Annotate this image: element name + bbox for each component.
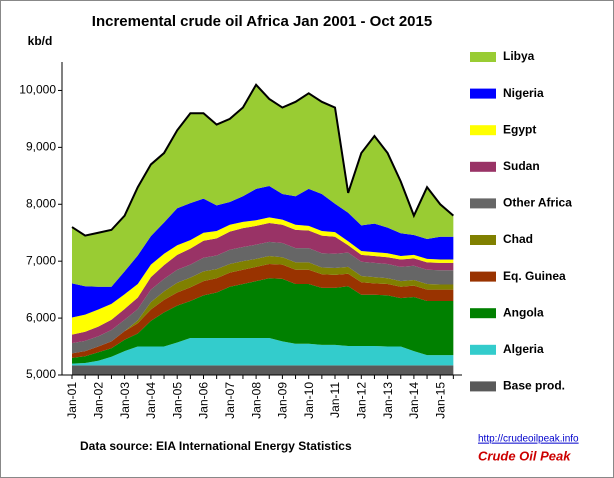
legend-swatch bbox=[470, 308, 496, 319]
legend-swatch bbox=[470, 198, 496, 209]
area bbox=[72, 217, 454, 335]
legend-swatch bbox=[470, 52, 496, 62]
legend-swatch bbox=[470, 235, 496, 245]
legend-swatch bbox=[470, 161, 496, 172]
x-tick-label: Jan-11 bbox=[328, 382, 342, 418]
x-tick-label: Jan-02 bbox=[91, 382, 105, 419]
y-axis-label: kb/d bbox=[28, 34, 53, 48]
area bbox=[72, 365, 454, 375]
area bbox=[72, 264, 454, 358]
legend-label: Algeria bbox=[503, 342, 544, 356]
source-note: Data source: EIA International Energy St… bbox=[80, 439, 352, 453]
x-tick-label: Jan-06 bbox=[197, 382, 211, 419]
legend-swatch bbox=[470, 125, 496, 136]
x-tick-label: Jan-13 bbox=[381, 382, 395, 419]
legend-swatch bbox=[470, 381, 496, 392]
x-tick-label: Jan-10 bbox=[302, 382, 316, 419]
y-tick-label: 6,000 bbox=[26, 310, 56, 324]
area bbox=[72, 223, 454, 344]
area bbox=[72, 338, 454, 366]
area bbox=[72, 278, 454, 364]
total-outline bbox=[71, 83, 455, 237]
source-url: http://crudeoilpeak.info bbox=[478, 434, 579, 445]
x-tick-label: Jan-14 bbox=[407, 382, 421, 419]
x-tick-label: Jan-01 bbox=[65, 382, 79, 419]
legend-label: Nigeria bbox=[503, 86, 544, 100]
x-tick-label: Jan-08 bbox=[249, 382, 263, 419]
legend-label: Other Africa bbox=[503, 196, 572, 210]
area bbox=[72, 241, 454, 354]
x-tick-label: Jan-15 bbox=[433, 382, 447, 419]
y-tick-label: 10,000 bbox=[19, 83, 56, 97]
brand: Crude Oil Peak bbox=[478, 448, 571, 463]
legend-swatch bbox=[470, 344, 496, 355]
x-tick-label: Jan-09 bbox=[276, 382, 290, 419]
x-tick-label: Jan-12 bbox=[354, 382, 368, 419]
legend-label: Libya bbox=[503, 49, 535, 63]
legend-label: Sudan bbox=[503, 159, 540, 173]
legend-label: Angola bbox=[503, 305, 544, 319]
legend-label: Chad bbox=[503, 232, 533, 246]
y-tick-label: 9,000 bbox=[26, 140, 56, 154]
legend-label: Base prod. bbox=[503, 379, 565, 393]
area bbox=[72, 186, 454, 318]
chart-title: Incremental crude oil Africa Jan 2001 - … bbox=[92, 13, 432, 30]
area bbox=[72, 84, 454, 287]
y-tick-label: 7,000 bbox=[26, 253, 56, 267]
legend-swatch bbox=[470, 271, 496, 282]
y-tick-label: 8,000 bbox=[26, 196, 56, 210]
legend-swatch bbox=[470, 88, 496, 99]
x-tick-label: Jan-07 bbox=[223, 382, 237, 419]
legend-label: Egypt bbox=[503, 122, 536, 136]
x-tick-label: Jan-03 bbox=[118, 382, 132, 419]
x-tick-label: Jan-04 bbox=[144, 382, 158, 419]
legend-label: Eq. Guinea bbox=[503, 269, 566, 283]
y-tick-label: 5,000 bbox=[26, 367, 56, 381]
x-tick-label: Jan-05 bbox=[170, 382, 184, 419]
